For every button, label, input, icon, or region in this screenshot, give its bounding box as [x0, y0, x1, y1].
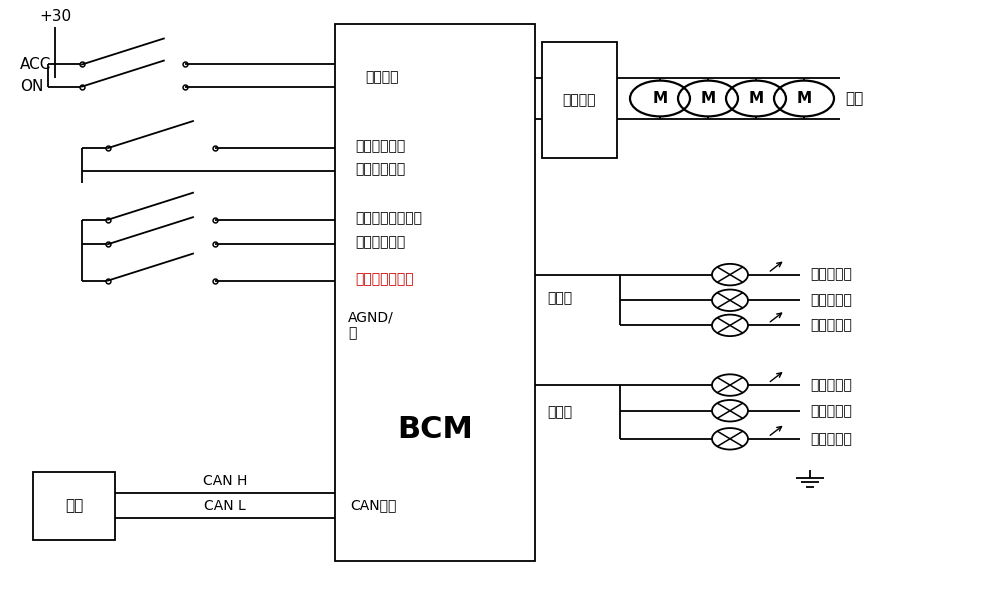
Text: 左后转向灯: 左后转向灯	[810, 293, 852, 307]
Text: +30: +30	[39, 9, 71, 24]
Text: M: M	[748, 91, 764, 106]
Text: 右后转向灯: 右后转向灯	[810, 404, 852, 418]
Text: 门锁输出: 门锁输出	[563, 93, 596, 107]
Text: M: M	[652, 91, 668, 106]
Text: CAN L: CAN L	[204, 498, 246, 513]
Text: 左转向: 左转向	[547, 291, 573, 306]
Text: 点火开关: 点火开关	[365, 70, 398, 85]
Text: 右侧转向灯: 右侧转向灯	[810, 432, 852, 446]
Text: ON: ON	[20, 79, 43, 94]
Text: AGND/
地: AGND/ 地	[348, 310, 394, 340]
Text: 右前转向灯: 右前转向灯	[810, 378, 852, 392]
Text: 右转向: 右转向	[547, 405, 573, 419]
Text: 中控闭锁开关: 中控闭锁开关	[355, 139, 405, 153]
Text: 中控解锁开关: 中控解锁开关	[355, 162, 405, 177]
Text: 左侧转向灯: 左侧转向灯	[810, 318, 852, 333]
Text: 左前转向灯: 左前转向灯	[810, 267, 852, 282]
Text: ACC: ACC	[20, 57, 51, 72]
Text: 门锁: 门锁	[845, 91, 863, 106]
Text: M: M	[796, 91, 812, 106]
Bar	[542, 42, 617, 158]
Text: CAN H: CAN H	[203, 473, 247, 488]
Bar	[33, 472, 115, 540]
Text: BCM: BCM	[397, 416, 473, 444]
Text: 防盗解防开关: 防盗解防开关	[355, 235, 405, 250]
Text: 左前门状态开关: 左前门状态开关	[355, 272, 414, 286]
Text: CAN接口: CAN接口	[350, 498, 396, 512]
Bar	[335, 24, 535, 561]
Text: M: M	[700, 91, 716, 106]
Text: 仪表: 仪表	[65, 498, 83, 513]
Text: 机械钒匙解锁开关: 机械钒匙解锁开关	[355, 211, 422, 225]
